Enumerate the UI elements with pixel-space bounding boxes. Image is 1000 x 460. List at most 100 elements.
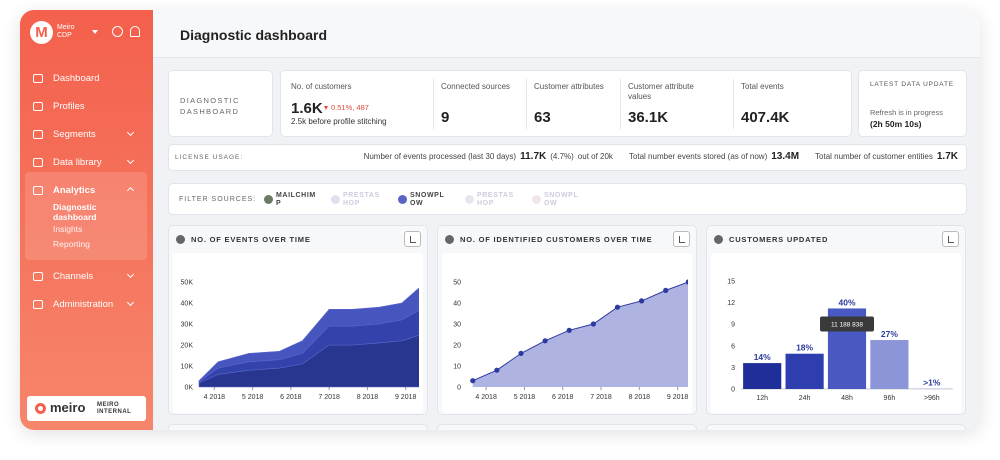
line-point	[470, 378, 476, 384]
nav-item[interactable]: Administration	[53, 299, 114, 310]
nav-icon	[33, 300, 43, 309]
chart-panel: CUSTOMERS UPDATED 0 3 6 9 12 15 14% 12h 18% 24h 40%…	[706, 225, 966, 415]
nav-item[interactable]: Segments	[53, 129, 96, 140]
x-tick-label: 4 2018	[204, 394, 226, 401]
stat-label: Connected sources	[441, 82, 510, 91]
active-section	[25, 172, 147, 260]
sort-button[interactable]	[404, 231, 421, 247]
stat-value: 407.4K	[741, 109, 790, 126]
stat-label: Total events	[741, 82, 784, 91]
panel-title: CUSTOMERS UPDATED	[729, 235, 829, 244]
nav-chevron	[126, 298, 135, 307]
stat-value: 36.1K	[628, 109, 669, 126]
stat-divider	[526, 79, 527, 129]
stat-divider	[433, 79, 434, 129]
sort-button[interactable]	[673, 231, 690, 247]
line-point	[639, 298, 645, 304]
license-item-label: Total number events stored (as of now)	[628, 152, 768, 161]
source-chip[interactable]: PRESTASHOP	[465, 192, 527, 210]
source-chip[interactable]: MAILCHIMP	[264, 192, 326, 210]
brand: Meiro CDP	[57, 24, 75, 40]
nav-subitem[interactable]: Reporting	[53, 239, 90, 249]
stat-value: 1.6K	[291, 100, 323, 117]
source-dot	[398, 195, 407, 204]
info-icon[interactable]	[112, 26, 123, 37]
bar-share-label: 14%	[754, 352, 771, 362]
line-point	[518, 350, 524, 356]
nav-subitem[interactable]: Diagnostic dashboard	[53, 202, 97, 222]
info-icon	[445, 235, 454, 244]
tooltip-box	[820, 316, 874, 332]
stat-note: 2.5k before profile stitching	[291, 117, 387, 126]
x-tick-label: 5 2018	[242, 394, 264, 401]
chart: 0K 10K 20K 30K 40K 50K 4 2018 5 2018 6 2018 7 201…	[181, 280, 419, 401]
stat-value: 9	[441, 109, 450, 126]
chart-area: 0K 10K 20K 30K 40K 50K 4 2018 5 2018 6 2018 7 201…	[173, 253, 423, 413]
x-tick-label: 7 2018	[590, 394, 612, 401]
nav-chevron	[126, 270, 135, 279]
x-tick-label: >96h	[924, 395, 940, 402]
line	[472, 281, 688, 382]
chart-panel: NO. OF EVENTS OVER TIME 0K 10K 20K 30K 40K 50K…	[168, 225, 428, 415]
bar-share-label: 27%	[881, 329, 898, 339]
y-tick-label: 30K	[181, 322, 194, 329]
source-chip[interactable]: PRESTASHOP	[331, 192, 393, 210]
source-dot	[465, 195, 474, 204]
nav-item[interactable]: Channels	[53, 271, 94, 282]
brand-name: Meiro	[57, 24, 75, 31]
nav-icon	[33, 130, 43, 139]
y-tick-label: 6	[731, 343, 735, 350]
summary-title: DIAGNOSTIC DASHBOARD	[180, 96, 240, 116]
stats-card: No. of customers 1.6K 0.51%, 487 2.5k be…	[280, 70, 852, 137]
stat-value: 63	[534, 109, 551, 126]
x-tick-label: 24h	[799, 395, 811, 402]
line-point	[494, 367, 500, 373]
chart: 0 10 20 30 40 50 4 2018 5 2018 6 2018 7 2018 8 201…	[453, 279, 688, 401]
nav-subitem[interactable]: Insights	[53, 224, 83, 234]
panel-title: NO. OF IDENTIFIED CUSTOMERS OVER TIME	[460, 235, 653, 244]
source-chip[interactable]: SNOWPLOW	[398, 192, 460, 210]
brand-logo: M	[30, 21, 53, 44]
y-tick-label: 0	[457, 385, 461, 392]
nav-chevron	[126, 128, 135, 137]
nav-icon	[33, 74, 43, 83]
sidebar: M Meiro CDP Dashboard Profiles Segments Data…	[20, 10, 153, 430]
x-tick-label: 6 2018	[280, 394, 302, 401]
source-chip[interactable]: SNOWPLOW	[532, 192, 594, 210]
y-tick-label: 30	[453, 322, 461, 329]
sort-icon	[679, 236, 685, 243]
y-tick-label: 0	[731, 387, 735, 394]
line-point	[685, 279, 688, 285]
nav-item[interactable]: Analytics	[53, 185, 96, 196]
chart-area: 0 3 6 9 12 15 14% 12h 18% 24h 40% 48h 11 188 838 27% 9…	[711, 253, 961, 413]
source-dot	[532, 195, 541, 204]
chart-area: 0 10 20 30 40 50 4 2018 5 2018 6 2018 7 2018 8 201…	[442, 253, 692, 413]
license-items: Number of events processed (last 30 days…	[364, 151, 958, 162]
update-status: Refresh is in progress	[870, 108, 943, 117]
y-tick-label: 12	[727, 300, 735, 307]
sort-button[interactable]	[942, 231, 959, 247]
license-item-value: 13.4M	[771, 151, 800, 162]
license-bar: LICENSE USAGE: Number of events processe…	[168, 144, 967, 171]
y-tick-label: 20K	[181, 343, 194, 350]
nav-item[interactable]: Profiles	[53, 101, 85, 112]
x-tick-label: 48h	[841, 395, 853, 402]
panel-stub	[706, 424, 966, 430]
line-point	[663, 287, 669, 293]
x-tick-label: 4 2018	[475, 394, 497, 401]
y-tick-label: 10	[453, 364, 461, 371]
footer-card: meiro MEIRO INTERNAL	[27, 396, 146, 421]
brand-caret[interactable]	[92, 30, 98, 34]
notification-icon[interactable]	[130, 26, 140, 37]
y-tick-label: 40K	[181, 301, 194, 308]
x-tick-label: 96h	[884, 395, 896, 402]
y-tick-label: 0K	[184, 385, 193, 392]
filter-bar: FILTER SOURCES: MAILCHIMP PRESTASHOP SNOWP…	[168, 183, 967, 215]
app-window: M Meiro CDP Dashboard Profiles Segments Data…	[20, 10, 980, 430]
license-label: LICENSE USAGE:	[175, 154, 244, 161]
source-name: SNOWPLOW	[410, 192, 445, 207]
nav-item[interactable]: Data library	[53, 157, 102, 168]
chart: 0 3 6 9 12 15 14% 12h 18% 24h 40% 48h 11 188 838 27% 9…	[727, 279, 953, 402]
nav-item[interactable]: Dashboard	[53, 73, 100, 84]
bar-share-label: 40%	[838, 297, 855, 307]
